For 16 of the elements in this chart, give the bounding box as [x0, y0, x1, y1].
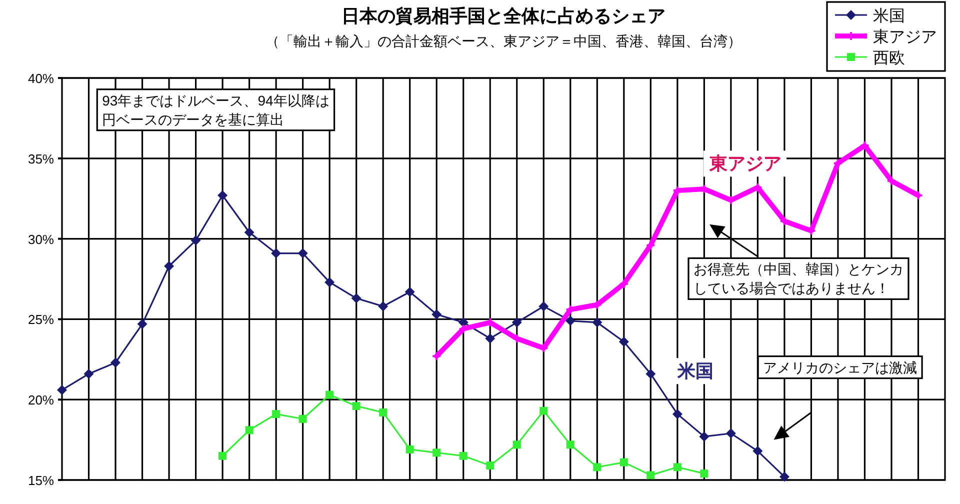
annotation: 93年まではドルベース、94年以降は円ベースのデータを基に算出 — [102, 92, 330, 128]
annotation: 米国 — [677, 361, 714, 382]
ytick: 20% — [28, 392, 54, 408]
ytick: 15% — [28, 473, 54, 488]
annotation: 東アジア — [710, 154, 782, 174]
annotation: アメリカのシェアは激減 — [763, 359, 918, 376]
ytick: 25% — [28, 312, 54, 328]
annotation: お得意先（中国、韓国）とケンカしている場合ではありません！ — [693, 261, 904, 296]
legend-label: 米国 — [873, 8, 905, 25]
ytick: 30% — [28, 232, 54, 247]
legend-label: 西欧 — [873, 50, 905, 67]
legend-label: 東アジア — [873, 29, 937, 46]
title: 日本の貿易相手国と全体に占めるシェア — [342, 6, 666, 26]
subtitle: （「輸出＋輸入」の合計金額ベース、東アジア＝中国、香港、韓国、台湾） — [266, 33, 742, 49]
ytick: 35% — [28, 151, 54, 166]
ytick: 40% — [28, 71, 54, 86]
